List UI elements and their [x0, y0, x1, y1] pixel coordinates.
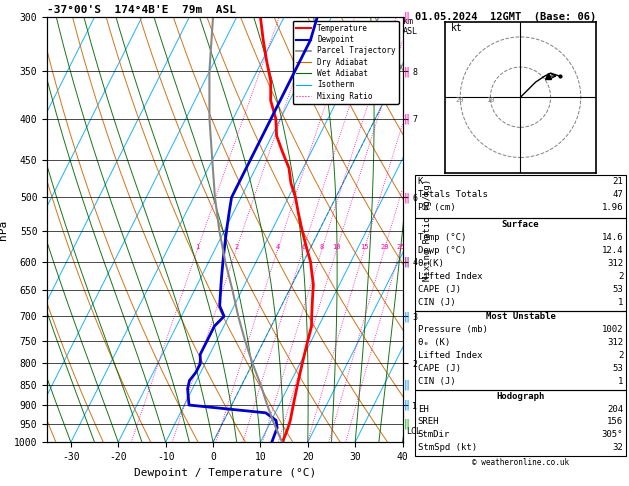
Text: 2: 2	[234, 244, 238, 250]
Text: Pressure (mb): Pressure (mb)	[418, 326, 487, 334]
Text: 1: 1	[195, 244, 199, 250]
Text: CIN (J): CIN (J)	[418, 297, 455, 307]
Text: θₑ (K): θₑ (K)	[418, 338, 450, 347]
Text: 53: 53	[613, 364, 623, 373]
Text: kt: kt	[451, 23, 463, 33]
Text: CIN (J): CIN (J)	[418, 377, 455, 386]
Text: ‖: ‖	[404, 66, 410, 77]
Text: 1: 1	[618, 377, 623, 386]
Text: 1.96: 1.96	[602, 203, 623, 212]
Text: km
ASL: km ASL	[403, 17, 418, 35]
Text: 10: 10	[486, 97, 494, 103]
Text: 14.6: 14.6	[602, 233, 623, 243]
Text: StmDir: StmDir	[418, 431, 450, 439]
Text: 6: 6	[301, 244, 305, 250]
Text: 8: 8	[320, 244, 324, 250]
Text: 10: 10	[332, 244, 341, 250]
Text: EH: EH	[418, 404, 428, 414]
Text: 204: 204	[607, 404, 623, 414]
Text: ‖: ‖	[404, 419, 410, 430]
Text: ‖: ‖	[404, 257, 410, 267]
X-axis label: Dewpoint / Temperature (°C): Dewpoint / Temperature (°C)	[134, 468, 316, 478]
Text: Hodograph: Hodograph	[496, 392, 545, 401]
Y-axis label: hPa: hPa	[0, 220, 8, 240]
Text: 1: 1	[618, 297, 623, 307]
Text: 53: 53	[613, 285, 623, 294]
Text: 21: 21	[613, 177, 623, 186]
Text: 305°: 305°	[602, 431, 623, 439]
Text: 312: 312	[607, 338, 623, 347]
Text: K: K	[418, 177, 423, 186]
Text: 25: 25	[396, 244, 404, 250]
Text: ‖: ‖	[404, 400, 410, 410]
Text: Lifted Index: Lifted Index	[418, 351, 482, 360]
Text: Temp (°C): Temp (°C)	[418, 233, 466, 243]
Text: ‖: ‖	[404, 192, 410, 203]
Text: 312: 312	[607, 259, 623, 268]
Text: 15: 15	[360, 244, 369, 250]
Text: 1002: 1002	[602, 326, 623, 334]
Text: Totals Totals: Totals Totals	[418, 190, 487, 199]
Text: ‖: ‖	[404, 311, 410, 322]
Text: Lifted Index: Lifted Index	[418, 272, 482, 281]
Text: 20: 20	[456, 97, 464, 103]
Text: 2: 2	[618, 272, 623, 281]
Text: ‖: ‖	[404, 12, 410, 22]
Text: Most Unstable: Most Unstable	[486, 312, 555, 322]
Text: 2: 2	[618, 351, 623, 360]
Text: θₑ(K): θₑ(K)	[418, 259, 445, 268]
Text: © weatheronline.co.uk: © weatheronline.co.uk	[472, 458, 569, 467]
Text: LCL: LCL	[406, 427, 421, 436]
Text: 12.4: 12.4	[602, 246, 623, 255]
Legend: Temperature, Dewpoint, Parcel Trajectory, Dry Adiabat, Wet Adiabat, Isotherm, Mi: Temperature, Dewpoint, Parcel Trajectory…	[292, 21, 399, 104]
Text: 20: 20	[380, 244, 389, 250]
Text: ‖: ‖	[404, 113, 410, 124]
Text: ‖: ‖	[404, 380, 410, 390]
Text: SREH: SREH	[418, 417, 439, 427]
Text: 4: 4	[276, 244, 280, 250]
Text: StmSpd (kt): StmSpd (kt)	[418, 443, 477, 452]
Text: CAPE (J): CAPE (J)	[418, 364, 460, 373]
Text: CAPE (J): CAPE (J)	[418, 285, 460, 294]
Y-axis label: Mixing Ratio (g/kg): Mixing Ratio (g/kg)	[423, 178, 432, 281]
Text: 47: 47	[613, 190, 623, 199]
Text: Dewp (°C): Dewp (°C)	[418, 246, 466, 255]
Text: 01.05.2024  12GMT  (Base: 06): 01.05.2024 12GMT (Base: 06)	[415, 12, 596, 22]
Text: -37°00'S  174°4B'E  79m  ASL: -37°00'S 174°4B'E 79m ASL	[47, 5, 236, 15]
Text: 32: 32	[613, 443, 623, 452]
Text: Surface: Surface	[502, 221, 539, 229]
Text: 156: 156	[607, 417, 623, 427]
Text: PW (cm): PW (cm)	[418, 203, 455, 212]
